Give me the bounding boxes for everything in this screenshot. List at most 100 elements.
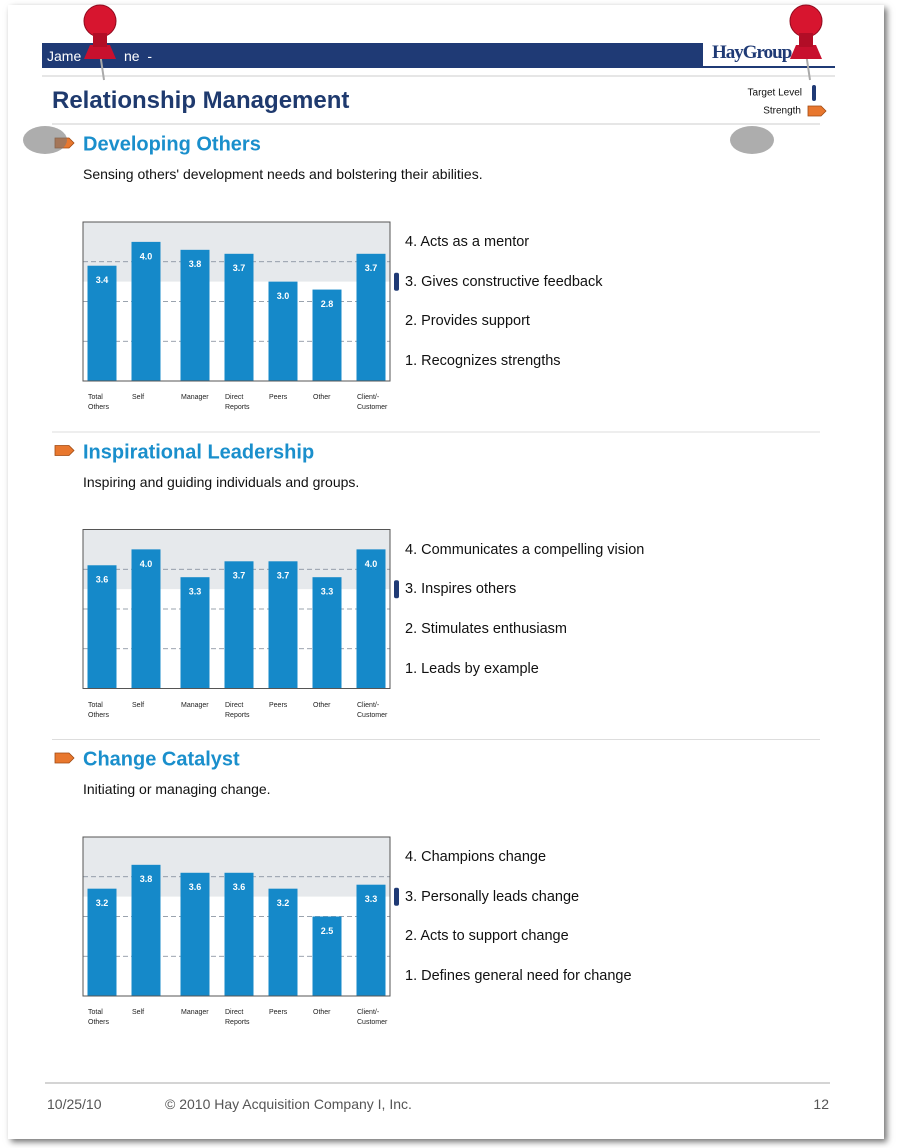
bar (268, 561, 298, 689)
category-label: Client/- Customer (357, 701, 388, 719)
category-label: Other (313, 394, 331, 401)
bar (356, 253, 386, 381)
category-label: Total Others (88, 701, 110, 719)
value-label: 3.7 (365, 263, 378, 273)
value-label: 3.2 (96, 898, 109, 908)
category-label: Direct Reports (225, 394, 250, 411)
behavior-item: 2. Stimulates enthusiasm (405, 620, 567, 637)
category-label: Manager (181, 701, 209, 709)
plot-frame (82, 529, 391, 689)
bar (87, 565, 117, 689)
bar (356, 549, 386, 689)
pin-head (789, 4, 823, 38)
category-label: Other (313, 1009, 331, 1016)
behavior-item: 3. Inspires others (405, 581, 517, 598)
name-end: ne - (124, 48, 153, 64)
value-label: 3.0 (277, 291, 290, 301)
value-label: 3.3 (365, 894, 378, 904)
strength-arrow (54, 752, 75, 764)
bar (356, 884, 386, 996)
section-title: Developing Others (83, 133, 261, 156)
bar (224, 561, 254, 689)
value-label: 3.4 (96, 275, 109, 285)
bar (180, 577, 210, 689)
value-label: 3.6 (233, 882, 246, 892)
value-label: 3.6 (96, 575, 109, 585)
category-label: Peers (269, 394, 288, 401)
bar (224, 253, 254, 381)
target-marker (394, 887, 399, 906)
legend-target: Target Level (747, 87, 802, 99)
behavior-item: 1. Leads by example (405, 660, 539, 677)
logo: HayGroup (712, 42, 792, 63)
behavior-item: 4. Acts as a mentor (405, 234, 530, 250)
target-marker (394, 272, 399, 291)
bar (312, 289, 342, 381)
behavior-item: 4. Champions change (405, 849, 547, 865)
bar (268, 888, 298, 996)
value-label: 2.8 (321, 299, 334, 309)
section-description: Sensing others' development needs and bo… (83, 166, 483, 182)
category-label: Client/- Customer (357, 1009, 388, 1026)
name-start: Jame (47, 48, 82, 64)
target-marker (394, 580, 399, 599)
bar (131, 241, 161, 381)
bar (224, 872, 254, 996)
category-label: Total Others (88, 1009, 110, 1026)
category-label: Other (313, 701, 331, 709)
value-label: 4.0 (140, 251, 153, 261)
bar (268, 281, 298, 381)
pin-neck (799, 33, 813, 47)
category-label: Manager (181, 394, 209, 401)
section-description: Initiating or managing change. (83, 781, 271, 797)
bar (180, 249, 210, 381)
plot-frame (82, 836, 391, 997)
target-legend-mark (812, 85, 816, 101)
bar (180, 872, 210, 996)
category-label: Self (132, 394, 145, 401)
pin-body (790, 45, 822, 59)
value-label: 3.7 (233, 263, 246, 273)
value-label: 3.3 (189, 587, 202, 597)
bar (312, 916, 342, 996)
pin-neck (93, 33, 107, 47)
bar (131, 864, 161, 996)
value-label: 3.8 (140, 874, 153, 884)
footer-page: 12 (813, 1096, 829, 1112)
category-label: Direct Reports (225, 701, 250, 719)
value-label: 3.8 (189, 259, 202, 269)
strength-legend-mark (807, 105, 827, 117)
value-label: 3.2 (277, 898, 290, 908)
bar (312, 577, 342, 689)
behavior-item: 2. Provides support (405, 313, 530, 330)
pin-body (84, 45, 116, 59)
value-label: 3.3 (321, 587, 334, 597)
plot-frame (82, 221, 391, 382)
category-label: Self (132, 701, 145, 709)
behavior-item: 3. Gives constructive feedback (405, 273, 603, 290)
value-label: 3.6 (189, 882, 202, 892)
footer-date: 10/25/10 (47, 1096, 102, 1112)
bar (87, 888, 117, 996)
bar (87, 265, 117, 381)
category-label: Self (132, 1009, 145, 1016)
behavior-item: 3. Personally leads change (405, 888, 580, 905)
footer-copyright: © 2010 Hay Acquisition Company I, Inc. (165, 1096, 412, 1112)
section-description: Inspiring and guiding individuals and gr… (83, 473, 360, 490)
behavior-item: 1. Defines general need for change (405, 968, 632, 985)
behavior-item: 4. Communicates a compelling vision (405, 541, 645, 558)
header-bar (42, 43, 703, 68)
category-label: Direct Reports (225, 1009, 250, 1026)
pin-head (83, 4, 117, 38)
section-title: Inspirational Leadership (83, 441, 315, 463)
section-title: Change Catalyst (83, 748, 240, 771)
legend-strength: Strength (763, 105, 801, 117)
value-label: 3.7 (277, 571, 290, 581)
bar (131, 549, 161, 689)
value-label: 3.7 (233, 571, 246, 581)
page-title: Relationship Management (52, 87, 350, 114)
category-label: Peers (269, 701, 288, 709)
pin-shadow (730, 126, 774, 154)
